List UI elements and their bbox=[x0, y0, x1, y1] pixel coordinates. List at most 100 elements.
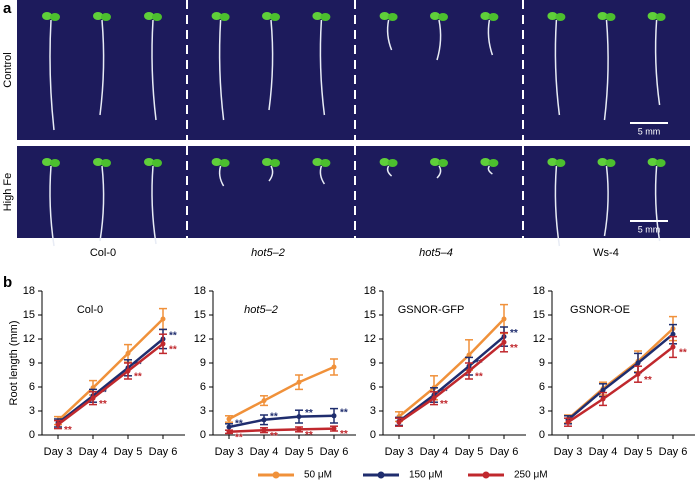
significance: ** bbox=[99, 399, 107, 410]
series-line bbox=[228, 365, 335, 421]
cotyledon bbox=[93, 158, 103, 166]
point bbox=[261, 417, 267, 423]
significance: ** bbox=[235, 419, 243, 430]
significance: ** bbox=[679, 348, 687, 359]
point bbox=[466, 352, 472, 358]
y-tick-label: 6 bbox=[29, 381, 35, 393]
x-tick-label: Day 4 bbox=[420, 446, 449, 458]
cotyledon bbox=[320, 13, 331, 21]
series-line bbox=[228, 414, 335, 429]
cotyledon bbox=[42, 158, 52, 166]
cotyledon bbox=[488, 13, 499, 21]
cotyledon bbox=[655, 13, 666, 21]
cotyledon bbox=[547, 158, 558, 166]
point bbox=[635, 371, 641, 377]
y-tick-label: 0 bbox=[539, 429, 545, 441]
y-tick-label: 18 bbox=[364, 285, 376, 297]
cotyledon bbox=[655, 159, 666, 167]
cotyledon bbox=[387, 13, 398, 21]
point bbox=[331, 413, 337, 419]
point bbox=[501, 316, 507, 322]
root bbox=[386, 165, 393, 177]
series-line bbox=[398, 318, 505, 418]
root bbox=[386, 19, 393, 51]
y-tick-label: 3 bbox=[539, 405, 545, 417]
significance: ** bbox=[305, 408, 313, 419]
point bbox=[160, 316, 166, 322]
cotyledon bbox=[144, 12, 154, 20]
x-tick-label: Day 3 bbox=[215, 446, 244, 458]
root bbox=[151, 165, 157, 245]
root bbox=[487, 165, 493, 175]
series-line bbox=[567, 333, 674, 421]
y-tick-label: 9 bbox=[370, 357, 376, 369]
x-tick-label: Day 5 bbox=[285, 446, 314, 458]
point bbox=[331, 364, 337, 370]
point bbox=[125, 350, 131, 356]
series-line bbox=[567, 346, 674, 424]
cotyledon bbox=[101, 13, 111, 21]
point bbox=[261, 398, 267, 404]
y-tick-label: 12 bbox=[364, 333, 376, 345]
y-tick-label: 0 bbox=[29, 429, 35, 441]
root bbox=[654, 19, 661, 106]
cotyledon bbox=[270, 13, 280, 21]
y-tick-label: 3 bbox=[370, 405, 376, 417]
significance: ** bbox=[169, 331, 177, 342]
significance: ** bbox=[440, 399, 448, 410]
root bbox=[218, 165, 225, 187]
x-tick-label: Day 4 bbox=[589, 446, 618, 458]
cotyledon bbox=[219, 159, 230, 167]
point bbox=[600, 387, 606, 393]
cotyledon bbox=[270, 159, 280, 167]
point bbox=[635, 360, 641, 366]
x-tick-label: Day 6 bbox=[149, 446, 178, 458]
cotyledon bbox=[144, 158, 154, 166]
significance: ** bbox=[644, 375, 652, 386]
cotyledon bbox=[647, 12, 658, 20]
y-tick-label: 15 bbox=[533, 309, 545, 321]
x-tick-label: Day 5 bbox=[455, 446, 484, 458]
point bbox=[55, 422, 61, 428]
root bbox=[99, 165, 105, 242]
series-line bbox=[398, 335, 505, 423]
root bbox=[436, 19, 442, 61]
y-tick-label: 15 bbox=[364, 309, 376, 321]
scale-bar-label: 5 mm bbox=[638, 224, 661, 234]
significance: ** bbox=[305, 430, 313, 441]
photo-background bbox=[17, 146, 690, 238]
series-line bbox=[57, 318, 164, 422]
legend-marker bbox=[377, 471, 385, 479]
root bbox=[268, 19, 274, 111]
y-tick-label: 12 bbox=[533, 333, 545, 345]
significance: ** bbox=[440, 387, 448, 398]
legend-label: 250 μM bbox=[514, 470, 548, 481]
x-tick-label: Day 3 bbox=[44, 446, 73, 458]
cotyledon bbox=[320, 159, 331, 167]
cotyledon bbox=[211, 12, 222, 20]
significance: ** bbox=[510, 343, 518, 354]
point bbox=[600, 396, 606, 402]
cotyledon bbox=[312, 12, 323, 20]
cotyledon bbox=[387, 159, 398, 167]
y-tick-label: 18 bbox=[533, 285, 545, 297]
root bbox=[49, 19, 55, 131]
point bbox=[396, 419, 402, 425]
root bbox=[319, 165, 326, 185]
significance: ** bbox=[340, 429, 348, 440]
chart-title: Col-0 bbox=[77, 304, 103, 316]
cotyledon bbox=[480, 158, 491, 166]
x-tick-label: Day 6 bbox=[659, 446, 688, 458]
y-tick-label: 15 bbox=[194, 309, 206, 321]
legend-label: 50 μM bbox=[304, 470, 332, 481]
cotyledon bbox=[262, 12, 272, 20]
root bbox=[487, 19, 494, 56]
significance: ** bbox=[475, 372, 483, 383]
point bbox=[565, 419, 571, 425]
cotyledon bbox=[555, 13, 566, 21]
cotyledon bbox=[42, 12, 52, 20]
root bbox=[603, 165, 609, 237]
series-line bbox=[57, 338, 164, 424]
significance: ** bbox=[134, 372, 142, 383]
